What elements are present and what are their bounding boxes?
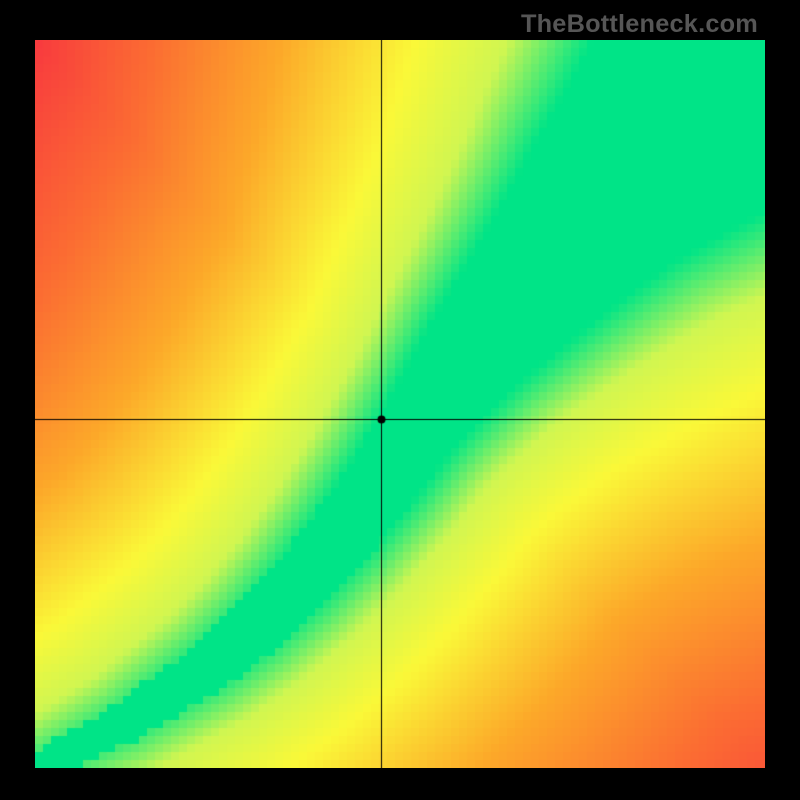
frame: TheBottleneck.com (0, 0, 800, 800)
bottleneck-heatmap (35, 40, 765, 768)
watermark-text: TheBottleneck.com (521, 10, 758, 39)
